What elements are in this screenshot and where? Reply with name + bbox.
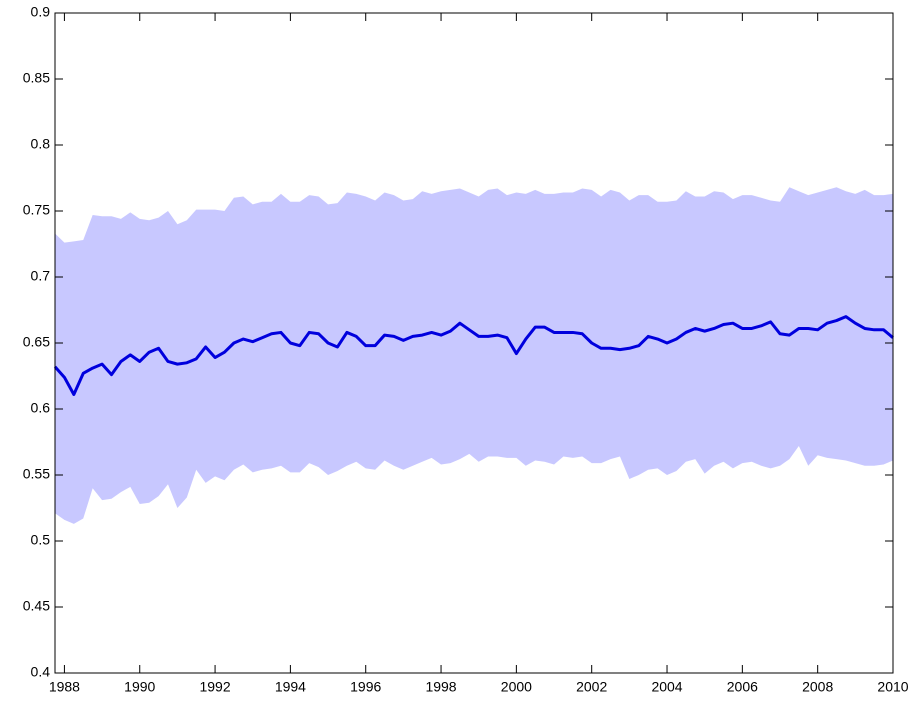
x-tick-label: 2008: [802, 679, 833, 695]
y-tick-label: 0.4: [31, 664, 51, 680]
line: [53, 315, 894, 396]
y-tick-label: 0.6: [31, 400, 51, 416]
y-tick-label: 0.65: [23, 334, 50, 350]
x-tick-label: 1998: [425, 679, 456, 695]
x-tick-label: 2004: [651, 679, 682, 695]
y-tick-label: 0.45: [23, 598, 50, 614]
x-tick-label: 2010: [877, 679, 908, 695]
band-area: [55, 187, 893, 524]
y-tick-label: 0.9: [31, 4, 51, 20]
x-tick-label: 1990: [124, 679, 155, 695]
y-tick-label: 0.55: [23, 466, 50, 482]
x-tick-label: 1988: [49, 679, 80, 695]
y-tick-label: 0.75: [23, 202, 50, 218]
y-tick-label: 0.85: [23, 70, 50, 86]
x-tick-label: 1994: [275, 679, 306, 695]
y-tick-label: 0.8: [31, 136, 51, 152]
y-tick-label: 0.5: [31, 532, 51, 548]
x-tick-label: 2006: [727, 679, 758, 695]
x-tick-label: 2000: [501, 679, 532, 695]
y-tick-label: 0.7: [31, 268, 51, 284]
x-tick-label: 1996: [350, 679, 381, 695]
x-tick-label: 2002: [576, 679, 607, 695]
x-tick-label: 1992: [199, 679, 230, 695]
